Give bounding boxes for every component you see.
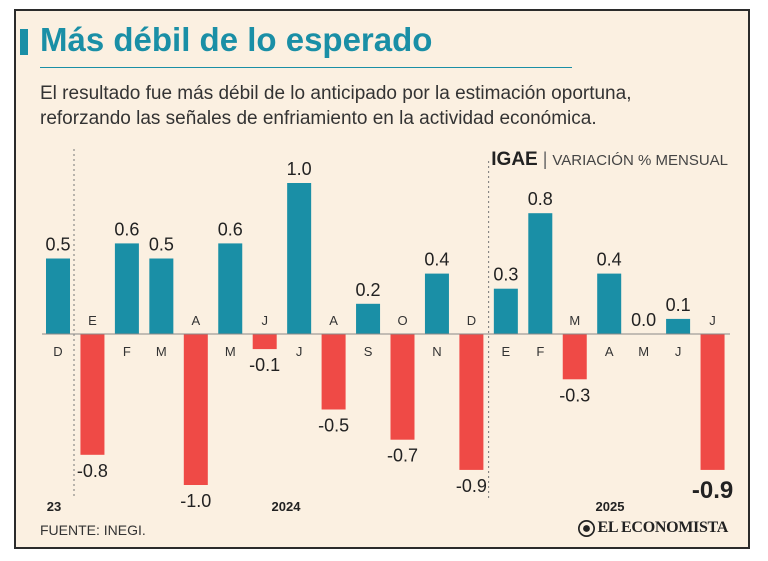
bar-positive bbox=[218, 243, 243, 334]
bar-negative bbox=[321, 334, 346, 410]
category-label: J bbox=[296, 344, 303, 359]
category-label: M bbox=[225, 344, 236, 359]
value-label: 0.0 bbox=[631, 310, 656, 330]
year-label: 2025 bbox=[596, 499, 625, 514]
bar-chart: D 0.5 E -0.8 F 0.6 M 0.5 A -1.0 M 0.6 J -0.1 J 1.0 A -0.5… bbox=[42, 149, 733, 514]
value-label: 0.4 bbox=[597, 250, 622, 270]
value-label: 0.6 bbox=[218, 219, 243, 239]
value-label: 0.5 bbox=[149, 235, 174, 255]
category-label: O bbox=[397, 313, 407, 328]
year-label: 2024 bbox=[272, 499, 302, 514]
bar-positive bbox=[46, 258, 70, 334]
category-label: A bbox=[329, 313, 338, 328]
category-label: F bbox=[123, 344, 131, 359]
category-label: E bbox=[88, 313, 97, 328]
category-label: J bbox=[675, 344, 682, 359]
category-label: J bbox=[709, 313, 716, 328]
source-note: FUENTE: INEGI. bbox=[40, 522, 146, 538]
value-label: 0.8 bbox=[528, 189, 553, 209]
value-label: -0.3 bbox=[559, 385, 590, 405]
bar-positive bbox=[114, 243, 139, 334]
indicator-label: IGAE | VARIACIÓN % MENSUAL bbox=[491, 149, 728, 171]
value-label: 0.5 bbox=[45, 235, 70, 255]
category-label: D bbox=[467, 313, 476, 328]
year-label: 23 bbox=[47, 499, 61, 514]
category-label: A bbox=[605, 344, 614, 359]
title-underline bbox=[40, 67, 572, 68]
bar-negative bbox=[80, 334, 105, 455]
category-label: M bbox=[638, 344, 649, 359]
bar-negative bbox=[183, 334, 208, 485]
bar-positive bbox=[149, 258, 174, 334]
subtitle: El resultado fue más débil de lo anticip… bbox=[40, 81, 730, 131]
category-label: N bbox=[432, 344, 441, 359]
bar-positive bbox=[597, 273, 622, 334]
category-label: A bbox=[191, 313, 200, 328]
bar-positive bbox=[666, 318, 691, 334]
value-label: -0.1 bbox=[249, 355, 280, 375]
value-label: 0.4 bbox=[424, 250, 449, 270]
category-label: M bbox=[569, 313, 580, 328]
brand-name: EL ECONOMISTA bbox=[597, 519, 729, 536]
value-label: 0.1 bbox=[666, 295, 691, 315]
indicator-name: IGAE bbox=[491, 149, 538, 170]
value-label: -0.9 bbox=[456, 476, 487, 496]
indicator-description: VARIACIÓN % MENSUAL bbox=[552, 152, 728, 169]
value-label: -0.9 bbox=[692, 477, 733, 504]
category-label: D bbox=[53, 344, 62, 359]
page-title: Más débil de lo esperado bbox=[40, 21, 433, 58]
category-label: S bbox=[364, 344, 373, 359]
brand: EL ECONOMISTA bbox=[577, 519, 729, 537]
bar-negative bbox=[562, 334, 587, 380]
infographic-card: Más débil de lo esperado El resultado fu… bbox=[14, 9, 750, 549]
subtitle-line-1: El resultado fue más débil de lo anticip… bbox=[40, 83, 632, 104]
bar-negative bbox=[390, 334, 415, 440]
subtitle-line-2: reforzando las señales de enfriamiento e… bbox=[40, 108, 597, 129]
bar-positive bbox=[287, 183, 312, 334]
value-label: -0.8 bbox=[77, 461, 108, 481]
bar-negative bbox=[252, 334, 277, 350]
title-accent-bar bbox=[20, 29, 28, 55]
bar-positive bbox=[493, 288, 518, 334]
indicator-separator: | bbox=[542, 149, 548, 169]
value-label: -0.7 bbox=[387, 446, 418, 466]
value-label: -1.0 bbox=[180, 491, 211, 511]
bar-positive bbox=[424, 273, 449, 334]
bar-negative bbox=[459, 334, 484, 470]
brand-logo-icon bbox=[577, 519, 595, 537]
category-label: J bbox=[261, 313, 268, 328]
category-label: F bbox=[536, 344, 544, 359]
category-label: E bbox=[502, 344, 511, 359]
value-label: -0.5 bbox=[318, 416, 349, 436]
bar-positive bbox=[356, 303, 381, 334]
value-label: 1.0 bbox=[287, 159, 312, 179]
category-label: M bbox=[156, 344, 167, 359]
bar-positive bbox=[528, 213, 553, 334]
value-label: 0.2 bbox=[356, 280, 381, 300]
bar-negative bbox=[700, 334, 725, 470]
value-label: 0.3 bbox=[493, 265, 518, 285]
value-label: 0.6 bbox=[114, 219, 139, 239]
